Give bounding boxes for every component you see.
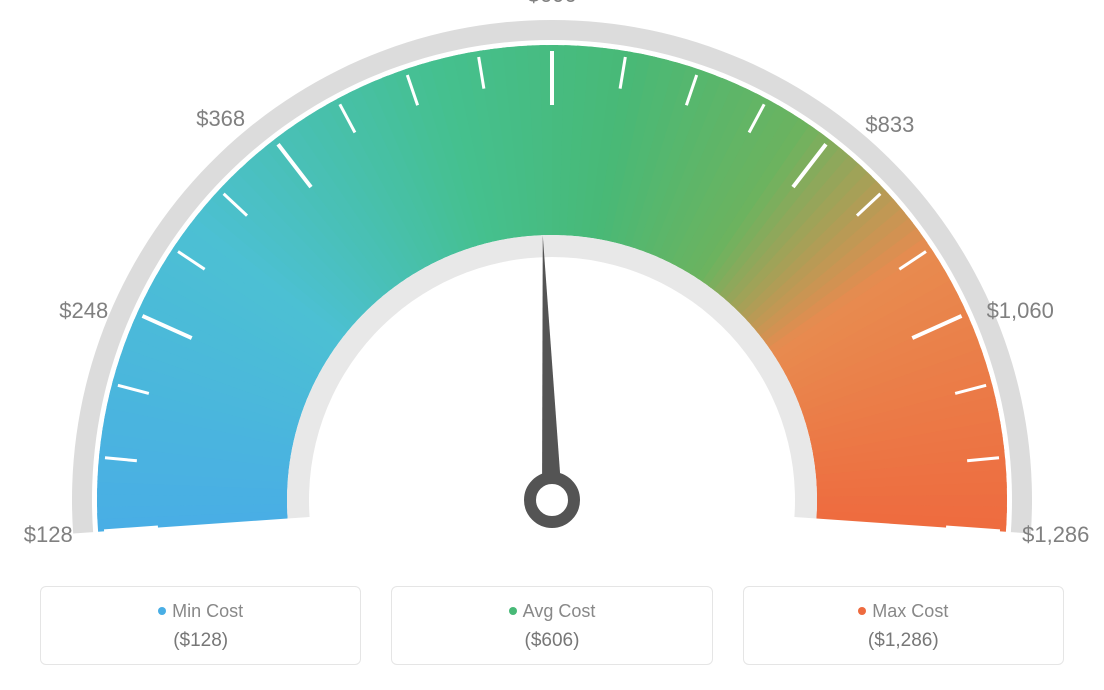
- dot-min: [158, 607, 166, 615]
- dot-max: [858, 607, 866, 615]
- gauge-needle: [542, 235, 562, 500]
- legend-avg-label-text: Avg Cost: [523, 601, 596, 621]
- legend-max: Max Cost ($1,286): [743, 586, 1064, 665]
- needle-hub: [530, 478, 574, 522]
- tick-label: $368: [196, 106, 245, 132]
- legend-max-label: Max Cost: [754, 601, 1053, 622]
- legend-max-label-text: Max Cost: [872, 601, 948, 621]
- legend-min: Min Cost ($128): [40, 586, 361, 665]
- legend-min-label-text: Min Cost: [172, 601, 243, 621]
- tick-label: $1,286: [1022, 522, 1089, 548]
- legend-avg-value: ($606): [402, 630, 701, 652]
- tick-label: $833: [865, 112, 914, 138]
- legend-avg: Avg Cost ($606): [391, 586, 712, 665]
- tick-label: $606: [528, 0, 577, 8]
- legend-avg-label: Avg Cost: [402, 601, 701, 622]
- legend-min-label: Min Cost: [51, 601, 350, 622]
- legend-row: Min Cost ($128) Avg Cost ($606) Max Cost…: [40, 586, 1064, 665]
- chart-container: $128 $248 $368 $606 $833 $1,060 $1,286 Min Cos…: [0, 0, 1104, 690]
- legend-min-value: ($128): [51, 630, 350, 652]
- tick-label: $248: [59, 298, 108, 324]
- dot-avg: [509, 607, 517, 615]
- tick-label: $128: [24, 522, 73, 548]
- gauge-svg: [0, 0, 1104, 570]
- gauge-chart: $128 $248 $368 $606 $833 $1,060 $1,286: [0, 0, 1104, 570]
- legend-max-value: ($1,286): [754, 630, 1053, 652]
- tick-label: $1,060: [987, 298, 1054, 324]
